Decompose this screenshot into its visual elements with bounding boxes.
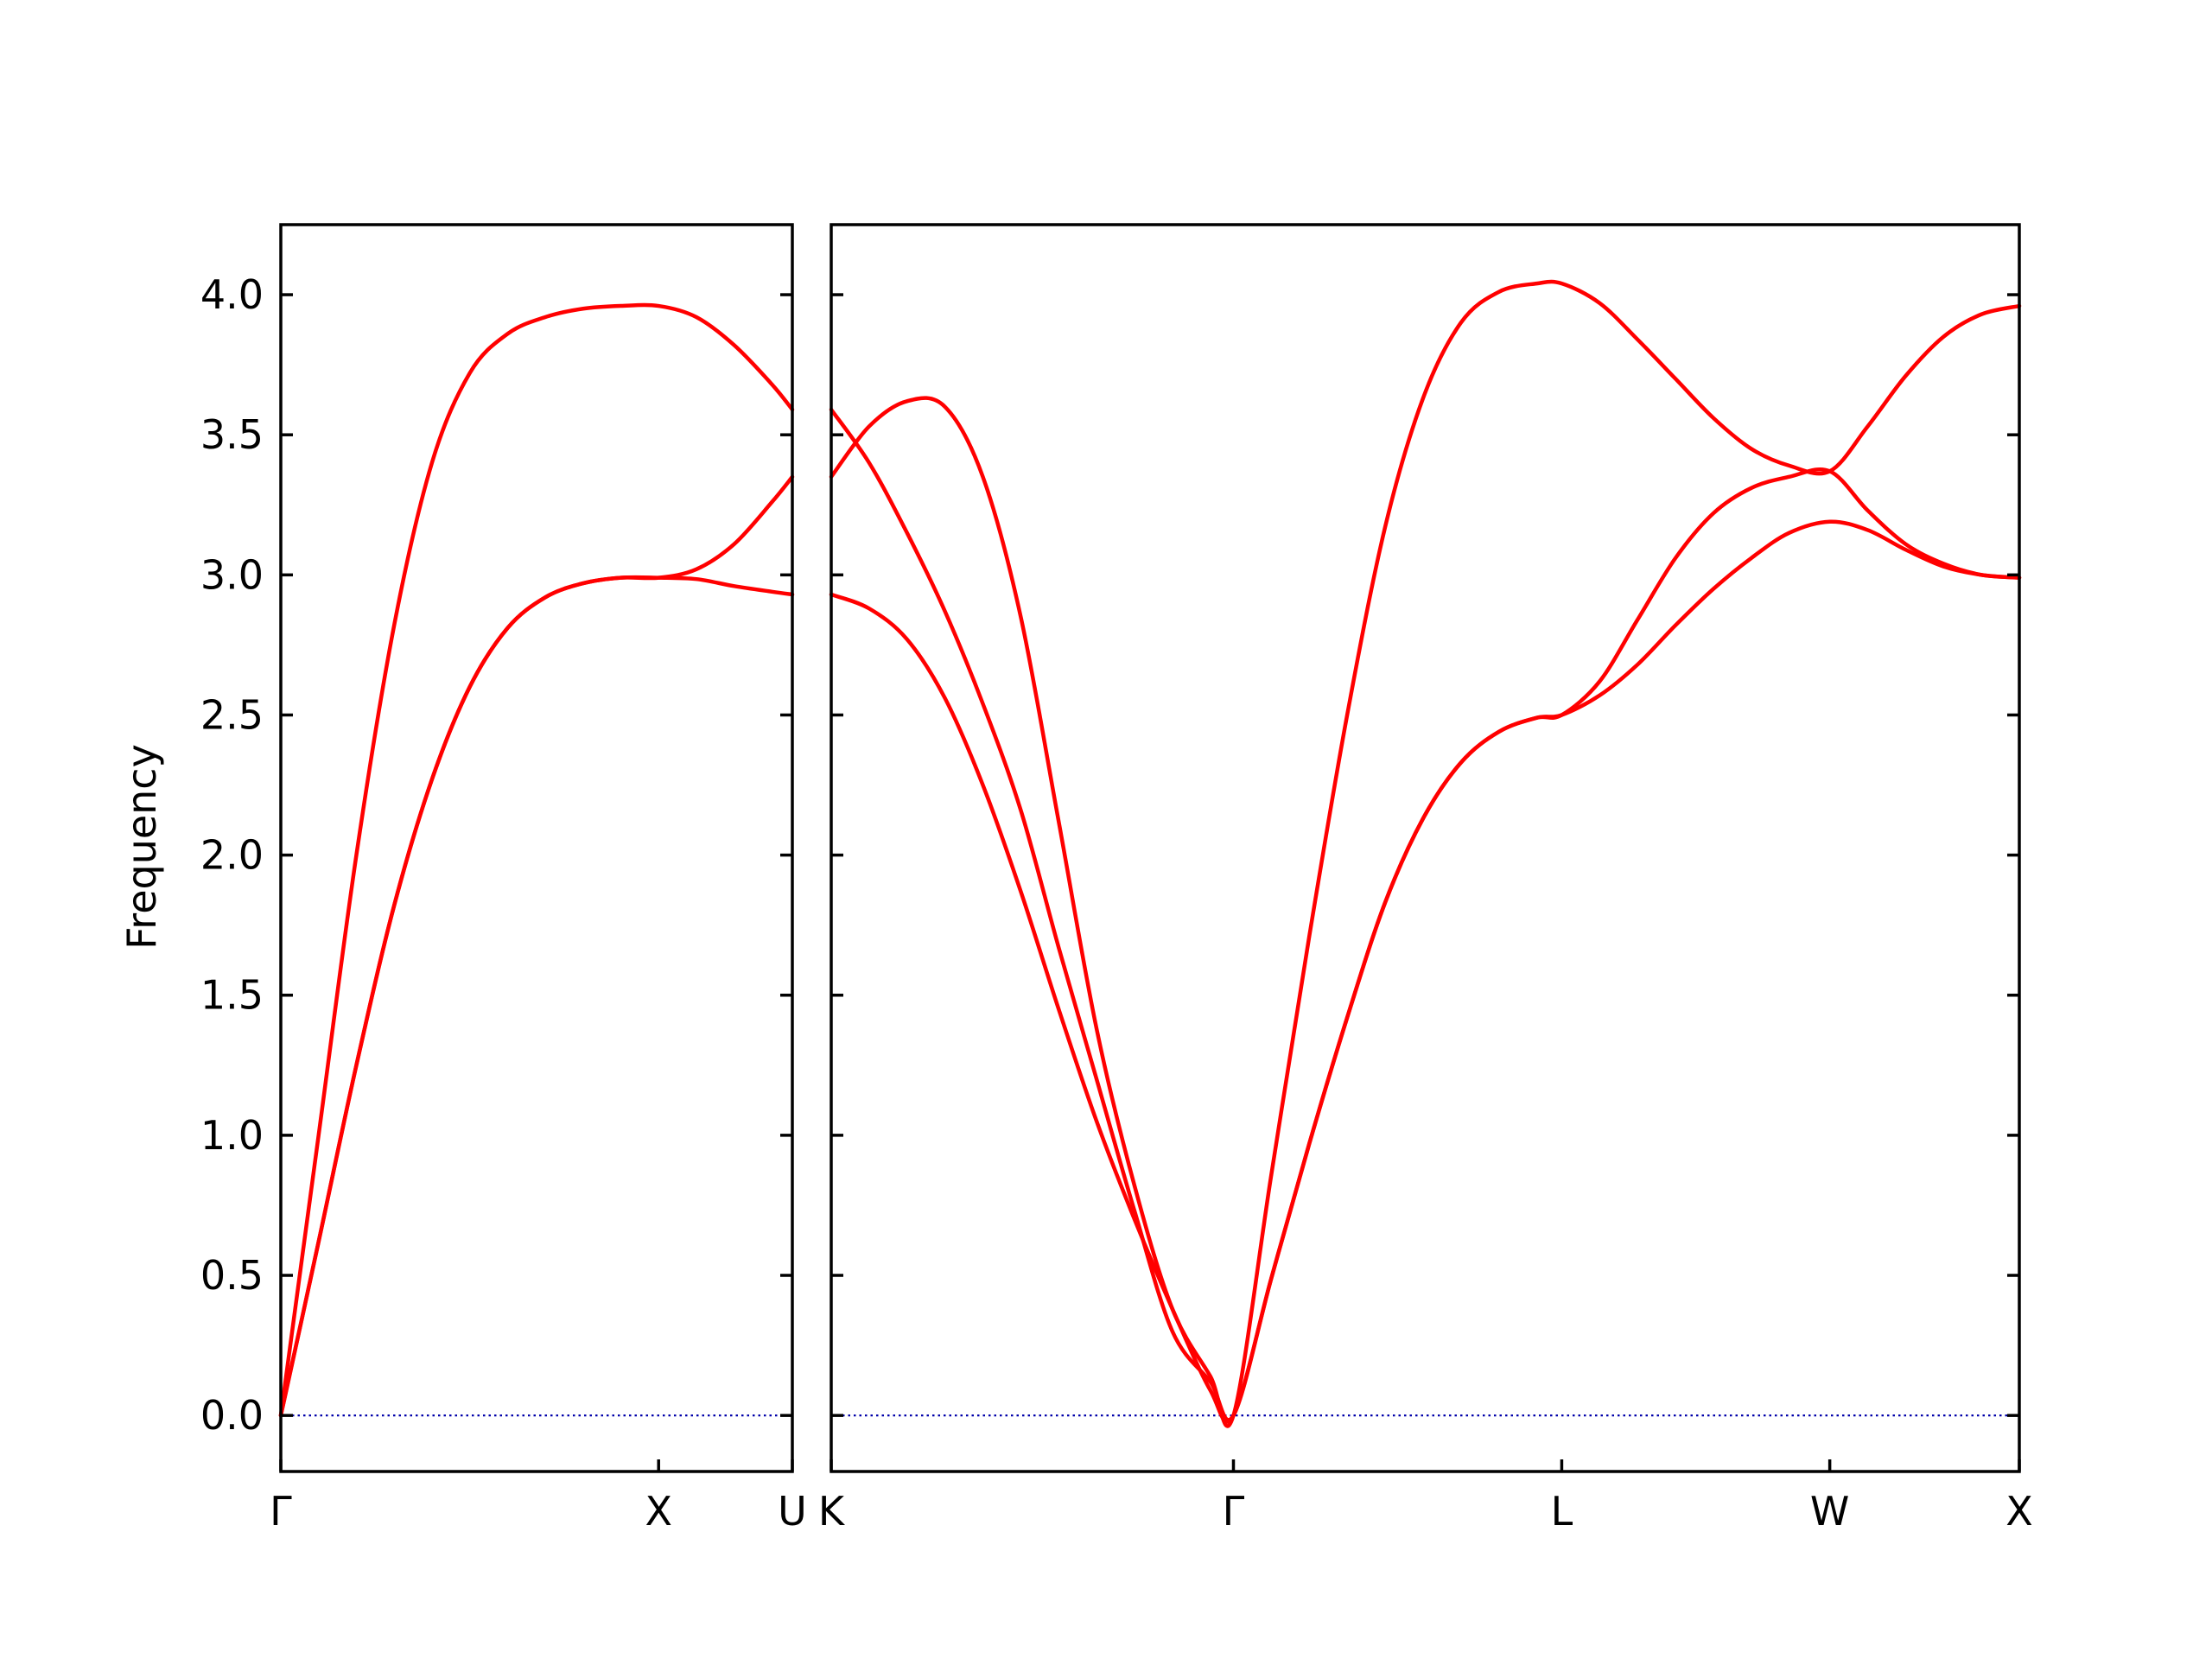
band-line-2 [278, 302, 795, 1418]
y-axis-label: Frequency [118, 744, 165, 950]
x-tick-label: W [1810, 1488, 1849, 1535]
panel-gamma-x-u: 0.0 0.5 1.0 1.5 2.0 2.5 3.0 3.5 4.0 Γ X U [200, 223, 807, 1535]
y-tick-label: 4.0 [200, 271, 264, 318]
y-tick-label: 0.5 [200, 1252, 264, 1299]
y-tick-label: 1.5 [200, 972, 264, 1019]
axes-frame [279, 223, 794, 1473]
y-tick-label: 2.5 [200, 691, 264, 738]
y-tick-label: 0.0 [200, 1392, 264, 1439]
band-line-1 [829, 519, 2022, 1424]
x-tick-label: Γ [270, 1488, 292, 1535]
x-tick-label: X [645, 1488, 672, 1535]
y-tick-label: 3.5 [200, 411, 264, 458]
band-line-1 [278, 575, 795, 1418]
y-tick-label: 2.0 [200, 832, 264, 879]
axes-frame [830, 223, 2021, 1473]
band-line-3 [278, 474, 795, 1418]
band-line-2 [829, 407, 2022, 1422]
y-tick-label: 1.0 [200, 1112, 264, 1159]
x-tick-label: K [818, 1488, 846, 1535]
x-tick-label: Γ [1223, 1488, 1245, 1535]
y-tick-label: 3.0 [200, 551, 264, 598]
x-tick-label: X [2005, 1488, 2033, 1535]
band-line-3 [829, 279, 2022, 1428]
x-tick-label: U [778, 1488, 807, 1535]
x-tick-label: L [1551, 1488, 1573, 1535]
